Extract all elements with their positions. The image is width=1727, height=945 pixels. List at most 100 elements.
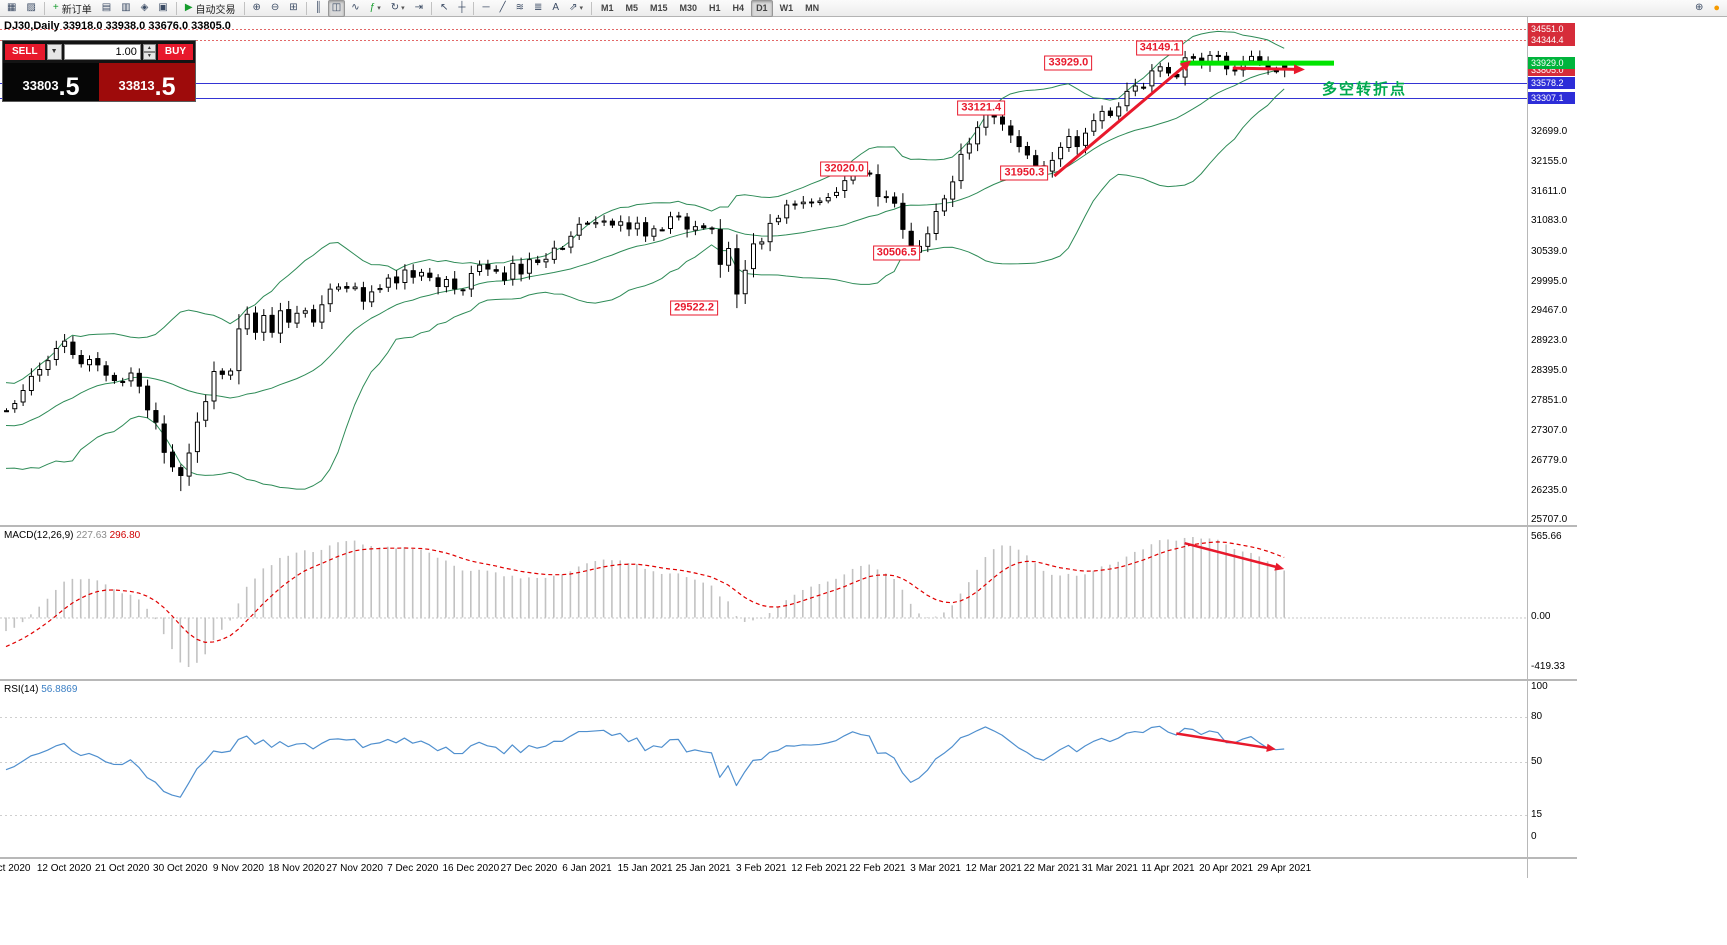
volume-spinner[interactable]: ▲ ▼ bbox=[142, 44, 156, 60]
price-badge: 34344.4 bbox=[1528, 34, 1575, 47]
toolbar-tf-h1[interactable]: H1 bbox=[709, 3, 721, 13]
auto-trading-icon: ▶ bbox=[184, 2, 193, 13]
zoom-out-icon: ⊖ bbox=[270, 2, 280, 13]
fibonacci-icon: ≋ bbox=[515, 2, 524, 13]
toolbar-data-window[interactable]: ▥ bbox=[117, 0, 134, 17]
toolbar-line-chart-mode[interactable]: ∿ bbox=[347, 0, 363, 17]
toolbar-tf-m30[interactable]: M30 bbox=[679, 3, 698, 13]
buy-price[interactable]: 33813.5 bbox=[99, 63, 195, 101]
price-annotation[interactable]: 32020.0 bbox=[820, 161, 869, 177]
time-axis-label: 9 Nov 2020 bbox=[212, 863, 264, 874]
toolbar-new-order[interactable]: + 新订单 bbox=[49, 0, 96, 17]
toolbar-chart-shift[interactable]: ⇥ bbox=[411, 0, 427, 17]
toolbar-bar-chart-mode[interactable]: ║ bbox=[311, 0, 326, 17]
price-badge: 33578.2 bbox=[1528, 76, 1575, 89]
toolbar-text-label[interactable]: A bbox=[548, 0, 563, 17]
toolbar-tf-m5[interactable]: M5 bbox=[625, 3, 638, 13]
new-chart-window-icon: ▦ bbox=[7, 2, 17, 13]
toolbar-market-watch[interactable]: ▤ bbox=[98, 0, 115, 17]
horizontal-line-icon: ─ bbox=[482, 2, 490, 13]
sell-price[interactable]: 33803.5 bbox=[3, 63, 99, 101]
macd-indicator-canvas[interactable] bbox=[0, 527, 1527, 679]
pane-splitter[interactable] bbox=[0, 679, 1577, 681]
chevron-down-icon: ▼ bbox=[50, 48, 58, 55]
toolbar-tf-m15[interactable]: M15 bbox=[650, 3, 668, 13]
indicators-icon: ƒ bbox=[369, 2, 376, 13]
price-axis-label: 31083.0 bbox=[1531, 215, 1568, 227]
toolbar-tf-d1[interactable]: D1 bbox=[751, 0, 773, 17]
toolbar-candlestick-mode[interactable]: ◫ bbox=[327, 0, 346, 17]
price-annotation[interactable]: 34149.1 bbox=[1135, 40, 1184, 56]
toolbar-notifications[interactable]: ● bbox=[1709, 0, 1724, 17]
chart-shift-icon: ⇥ bbox=[414, 2, 423, 13]
volume-input[interactable] bbox=[63, 44, 141, 60]
chart-title: DJ30,Daily 33918.0 33938.0 33676.0 33805… bbox=[4, 20, 231, 32]
toolbar-auto-trading[interactable]: ▶ 自动交易 bbox=[181, 0, 240, 17]
toolbar-cursor[interactable]: ↖ bbox=[436, 0, 452, 17]
text-label-icon: A bbox=[552, 2, 560, 13]
buy-button[interactable]: BUY bbox=[157, 44, 193, 60]
price-axis-label: 27851.0 bbox=[1531, 395, 1568, 406]
price-axis-label: 32699.0 bbox=[1531, 125, 1568, 137]
toolbar-indicators[interactable]: ƒ ▾ bbox=[366, 0, 385, 17]
toolbar-tf-h4[interactable]: H4 bbox=[732, 3, 745, 13]
toolbar-tf-w1[interactable]: W1 bbox=[779, 3, 794, 13]
toolbar-trendline[interactable]: ╱ bbox=[496, 0, 510, 17]
new-order-icon: + bbox=[52, 2, 59, 13]
one-click-trading-panel: SELL ▼ ▲ ▼ BUY 33803.5 33813.5 bbox=[2, 40, 196, 102]
price-axis-label: 29995.0 bbox=[1531, 275, 1568, 287]
zoom-in-icon: ⊕ bbox=[252, 2, 261, 13]
time-axis-label: 11 Apr 2021 bbox=[1141, 863, 1195, 874]
toolbar-separator bbox=[305, 1, 307, 15]
rsi-indicator-canvas[interactable] bbox=[0, 681, 1527, 857]
spinner-down-icon[interactable]: ▼ bbox=[142, 52, 156, 60]
time-axis-label: 6 Jan 2021 bbox=[562, 863, 612, 874]
time-axis-label: 18 Nov 2020 bbox=[268, 863, 325, 874]
time-axis-label: 3 Feb 2021 bbox=[735, 863, 787, 874]
toolbar-separator bbox=[243, 1, 245, 15]
toolbar-horizontal-line[interactable]: ─ bbox=[478, 0, 493, 17]
toolbar-arrows-tool[interactable]: ⇗ ▾ bbox=[565, 0, 587, 17]
toolbar-separator bbox=[431, 1, 432, 15]
tile-windows-icon: ⊞ bbox=[289, 2, 298, 13]
toolbar-tile-windows[interactable]: ⊞ bbox=[285, 0, 301, 17]
toolbar-terminal[interactable]: ▣ bbox=[154, 0, 171, 17]
price-annotation[interactable]: 30506.5 bbox=[872, 245, 921, 261]
new-order-label: 新订单 bbox=[61, 4, 92, 16]
toolbar-search[interactable]: ⊕ bbox=[1691, 0, 1707, 17]
price-axis-separator bbox=[1527, 17, 1528, 878]
time-axis-label: 15 Jan 2021 bbox=[617, 863, 673, 874]
toolbar-zoom-in[interactable]: ⊕ bbox=[249, 0, 265, 17]
price-badge: 33307.1 bbox=[1528, 91, 1575, 104]
trade-panel-controls: SELL ▼ ▲ ▼ BUY bbox=[3, 41, 195, 63]
toolbar-crosshair[interactable]: ┼ bbox=[454, 0, 469, 17]
toolbar-zoom-out[interactable]: ⊖ bbox=[267, 0, 283, 17]
toolbar-new-chart-window[interactable]: ▦ bbox=[3, 0, 20, 17]
price-annotation[interactable]: 29522.2 bbox=[670, 300, 718, 316]
toolbar-periods[interactable]: ↻ ▾ bbox=[387, 0, 409, 17]
pane-splitter[interactable] bbox=[0, 525, 1577, 527]
toolbar-fibonacci[interactable]: ≋ bbox=[512, 0, 528, 17]
toolbar-navigator[interactable]: ◈ bbox=[137, 0, 153, 17]
grid-icon: ≣ bbox=[534, 2, 543, 13]
toolbar-grid[interactable]: ≣ bbox=[530, 0, 546, 17]
sell-button[interactable]: SELL bbox=[5, 44, 45, 60]
spinner-up-icon[interactable]: ▲ bbox=[142, 44, 156, 52]
main-chart-canvas[interactable] bbox=[0, 17, 1527, 525]
volume-dropdown-button[interactable]: ▼ bbox=[46, 44, 62, 60]
pane-splitter[interactable] bbox=[0, 857, 1577, 859]
price-annotation[interactable]: 33929.0 bbox=[1044, 55, 1093, 71]
macd-scale-label: -419.33 bbox=[1531, 661, 1565, 672]
toolbar-tf-mn[interactable]: MN bbox=[805, 3, 820, 13]
toolbar-tf-m1[interactable]: M1 bbox=[600, 3, 614, 13]
chevron-down-icon: ▾ bbox=[579, 5, 583, 12]
terminal-icon: ▣ bbox=[158, 2, 168, 13]
time-axis-label: 7 Dec 2020 bbox=[387, 863, 439, 874]
toolbar-separator bbox=[473, 1, 475, 15]
price-axis-label: 26235.0 bbox=[1531, 484, 1568, 496]
price-annotation[interactable]: 31950.3 bbox=[1000, 165, 1049, 181]
toolbar-profiles[interactable]: ▨ bbox=[22, 0, 39, 17]
price-annotation[interactable]: 33121.4 bbox=[957, 100, 1006, 116]
arrows-tool-icon: ⇗ bbox=[569, 2, 578, 13]
